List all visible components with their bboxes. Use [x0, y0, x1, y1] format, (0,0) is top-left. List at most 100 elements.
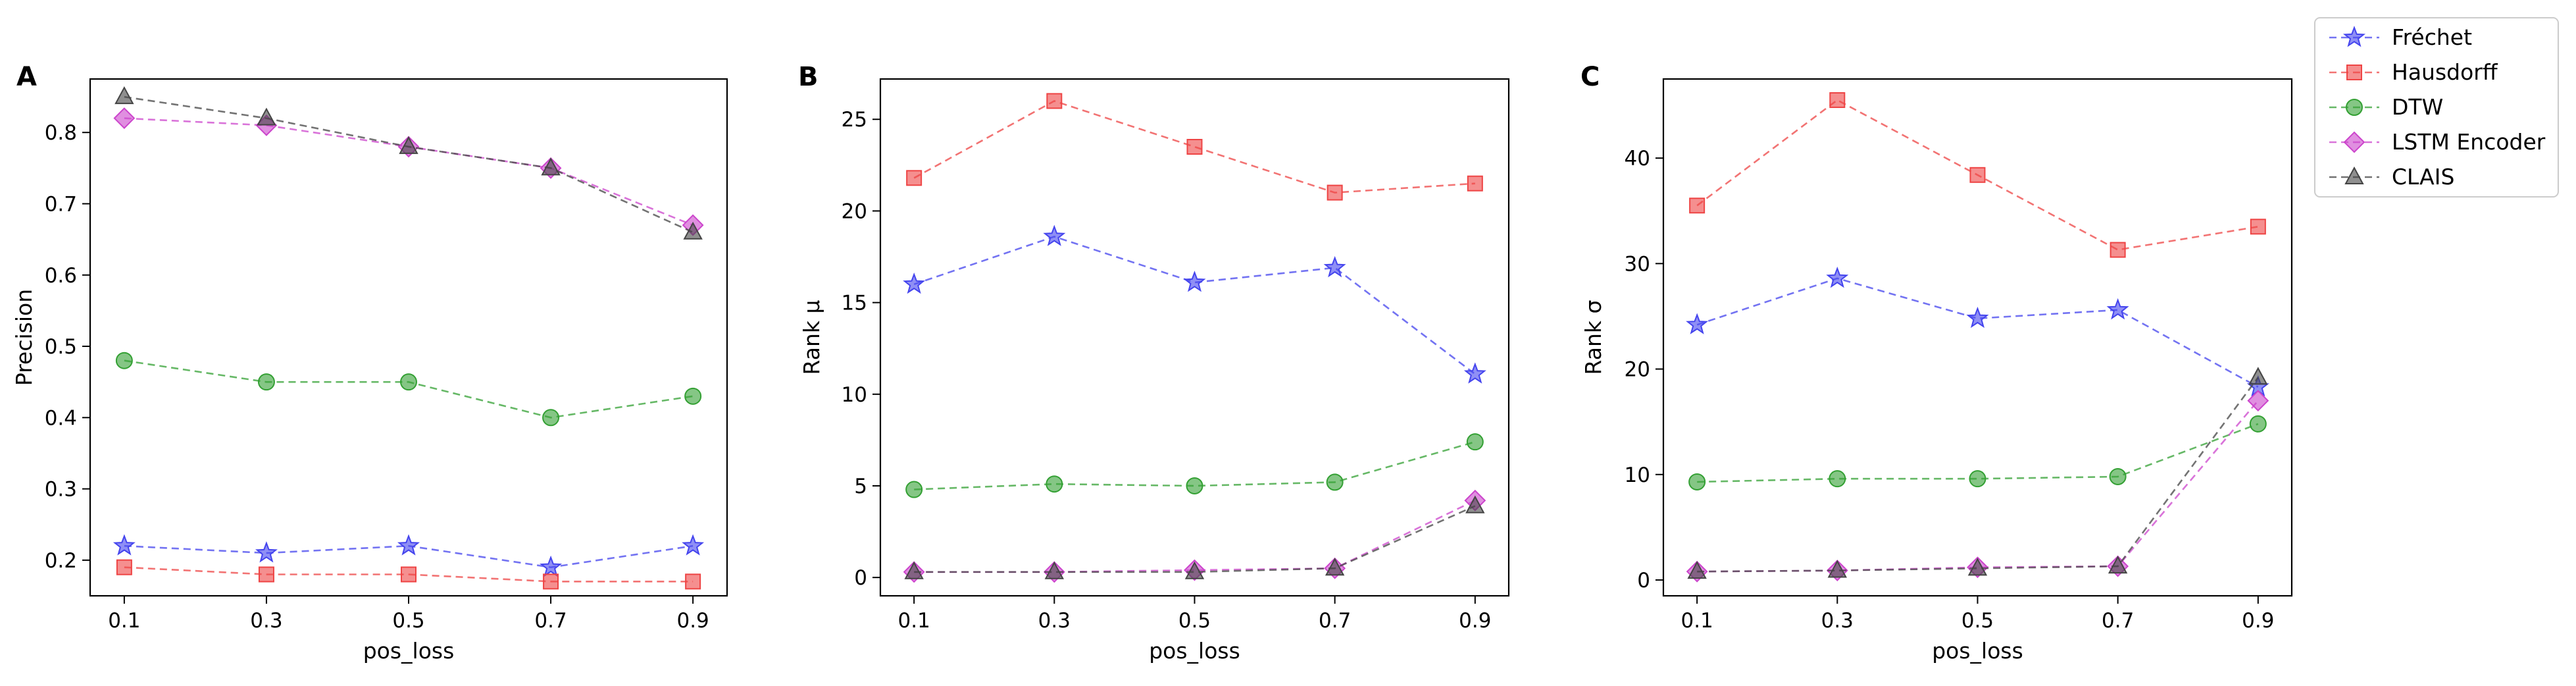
panel-b-series-clais-point: [904, 561, 924, 579]
panel-a-series-clais-line: [124, 95, 694, 233]
panel-a-series-lstm-encoder: [113, 107, 704, 236]
panel-a-series-frechet-point: [113, 534, 136, 556]
panel-c-series-frechet: [1686, 266, 2269, 397]
panel-b-series-clais-point: [1044, 561, 1065, 579]
panel-a-y-tick-label: 0.5: [45, 335, 77, 359]
panel-b: B 0.1 0.3 0.5 0.7 0.9 0 5 10 15 20 25 pos_loss Rank μ: [798, 62, 1510, 664]
panel-c-series-frechet-point: [1826, 266, 1849, 288]
panel-a-y-tick-label: 0.8: [45, 121, 77, 145]
panel-c-series-dtw-point: [1829, 470, 1846, 488]
panel-b-series-hausdorff-line: [913, 99, 1475, 194]
legend-entry-clais: CLAIS: [2329, 164, 2454, 190]
panel-a-series-frechet-point: [397, 534, 420, 556]
panel-a-series-frechet-point: [540, 555, 563, 577]
panel-b-series-dtw-point: [1186, 477, 1203, 494]
panel-b-y-tick-label: 5: [854, 475, 867, 498]
panel-b-series-dtw-point: [905, 481, 923, 498]
panel-c-series-dtw: [1688, 415, 2267, 490]
panel-c-series-clais-line: [1697, 377, 2259, 573]
panel-a-x-tick-label: 0.7: [534, 609, 567, 633]
panel-b-series-frechet-point: [1323, 255, 1346, 278]
panel-c-series-clais-point: [1967, 558, 1988, 576]
panel-a-x-tick-label: 0.9: [676, 609, 709, 633]
panel-c-series-clais: [1687, 367, 2268, 579]
legend: Fréchet Hausdorff DTW LSTM Encoder CLAIS: [2314, 17, 2559, 198]
panel-a-series-hausdorff-point: [258, 566, 274, 583]
panel-a-series-frechet-point: [255, 541, 278, 563]
panel-c-x-axis-label: pos_loss: [1932, 638, 2023, 664]
panel-c-series-frechet-point: [2106, 298, 2129, 320]
panel-b-series-clais-point: [1184, 561, 1205, 579]
panel-c-x-tick-label: 0.5: [1961, 609, 1994, 633]
legend-label: CLAIS: [2392, 164, 2454, 190]
panel-b-letter: B: [798, 62, 819, 92]
panel-a: A 0.1 0.3 0.5 0.7 0.9 0.2 0.3 0.4 0.5 0.6 0.7 0.8 pos…: [11, 62, 728, 664]
panel-b-x-axis-label: pos_loss: [1149, 638, 1240, 664]
panel-b-x-tick-label: 0.1: [898, 609, 930, 633]
panels: A 0.1 0.3 0.5 0.7 0.9 0.2 0.3 0.4 0.5 0.6 0.7 0.8 pos…: [11, 62, 2293, 664]
panel-c-series-dtw-point: [1969, 470, 1986, 488]
panel-c-series-hausdorff-point: [2109, 242, 2126, 258]
panel-b-series-frechet-point: [1463, 362, 1486, 384]
panel-c-series-hausdorff-point: [1969, 167, 1986, 183]
legend-frame: [2314, 17, 2559, 198]
legend-entry-frechet: Fréchet: [2329, 24, 2472, 50]
panel-b-y-tick-label: 20: [842, 199, 867, 223]
panel-b-x-tick-label: 0.5: [1178, 609, 1211, 633]
panel-a-series-dtw-point: [542, 409, 560, 427]
panel-a-x-tick-label: 0.1: [108, 609, 140, 633]
legend-entry-hausdorff: Hausdorff: [2329, 59, 2498, 85]
legend-marker: [2342, 26, 2366, 47]
legend-label: Fréchet: [2392, 24, 2472, 50]
panel-b-x-tick-label: 0.7: [1319, 609, 1351, 633]
legend-label: DTW: [2392, 94, 2443, 120]
panel-a-x-tick-label: 0.5: [392, 609, 424, 633]
panel-b-series-frechet-line: [913, 236, 1476, 375]
legend-marker: [2343, 131, 2365, 153]
panel-a-y-tick-label: 0.6: [45, 264, 77, 288]
panel-c-series-dtw-point: [2249, 415, 2267, 433]
panel-a-series-clais-point: [541, 157, 561, 176]
panel-a-x-axis-label: pos_loss: [363, 638, 455, 664]
panel-a-series-dtw-point: [257, 373, 275, 391]
panel-a-y-tick-label: 0.7: [45, 192, 77, 216]
panel-b-y-tick-label: 0: [854, 566, 867, 590]
panel-b-series-frechet-point: [1043, 224, 1066, 246]
panel-c-series-hausdorff: [1689, 92, 2266, 258]
panel-b-series-dtw-point: [1466, 433, 1484, 451]
panel-a-series-hausdorff: [116, 559, 701, 590]
panel-b-series-frechet-point: [903, 272, 926, 294]
panel-c-series-lstm-encoder-point: [2247, 390, 2269, 412]
panel-b-series-hausdorff-point: [1326, 184, 1343, 201]
panel-a-series-dtw-point: [115, 352, 133, 369]
panel-b-series-frechet: [903, 224, 1486, 384]
panel-c-y-tick-label: 30: [1625, 252, 1650, 276]
panel-a-series-hausdorff-point: [116, 559, 132, 575]
panel-c-y-tick-label: 40: [1625, 147, 1650, 171]
legend-label: LSTM Encoder: [2392, 129, 2546, 155]
panel-b-y-tick-label: 10: [842, 383, 867, 407]
panel-b-series-hausdorff-point: [906, 170, 922, 186]
panel-c-frame: [1662, 78, 2293, 597]
panel-c-series-clais-point: [1827, 560, 1848, 578]
panel-c-y-axis-label: Rank σ: [1580, 300, 1606, 375]
panel-c-letter: C: [1580, 62, 1600, 92]
panel-c-series-frechet-point: [1686, 313, 1709, 334]
panel-a-series-lstm-encoder-line: [124, 117, 694, 226]
panel-a-series-frechet-point: [682, 534, 705, 556]
panel-b-series-hausdorff-point: [1467, 175, 1483, 192]
panel-b-y-axis-label: Rank μ: [799, 300, 824, 375]
legend-marker: [2346, 99, 2363, 116]
panel-b-series-frechet-point: [1183, 271, 1206, 292]
panel-b-series-clais-point: [1465, 495, 1485, 514]
panel-c-series-hausdorff-point: [1829, 92, 1846, 109]
panel-b-series-hausdorff-point: [1046, 93, 1063, 109]
panel-c-x-tick-label: 0.7: [2102, 609, 2134, 633]
legend-entry-dtw: DTW: [2329, 94, 2443, 120]
panel-a-y-tick-label: 0.4: [45, 406, 77, 430]
panel-a-series-lstm-encoder-point: [113, 107, 136, 129]
panel-b-series-dtw: [905, 433, 1484, 498]
panel-c: C 0.1 0.3 0.5 0.7 0.9 0 10 20 30 40 pos_loss Rank σ: [1580, 62, 2293, 664]
panel-b-series-clais-point: [1325, 558, 1345, 576]
